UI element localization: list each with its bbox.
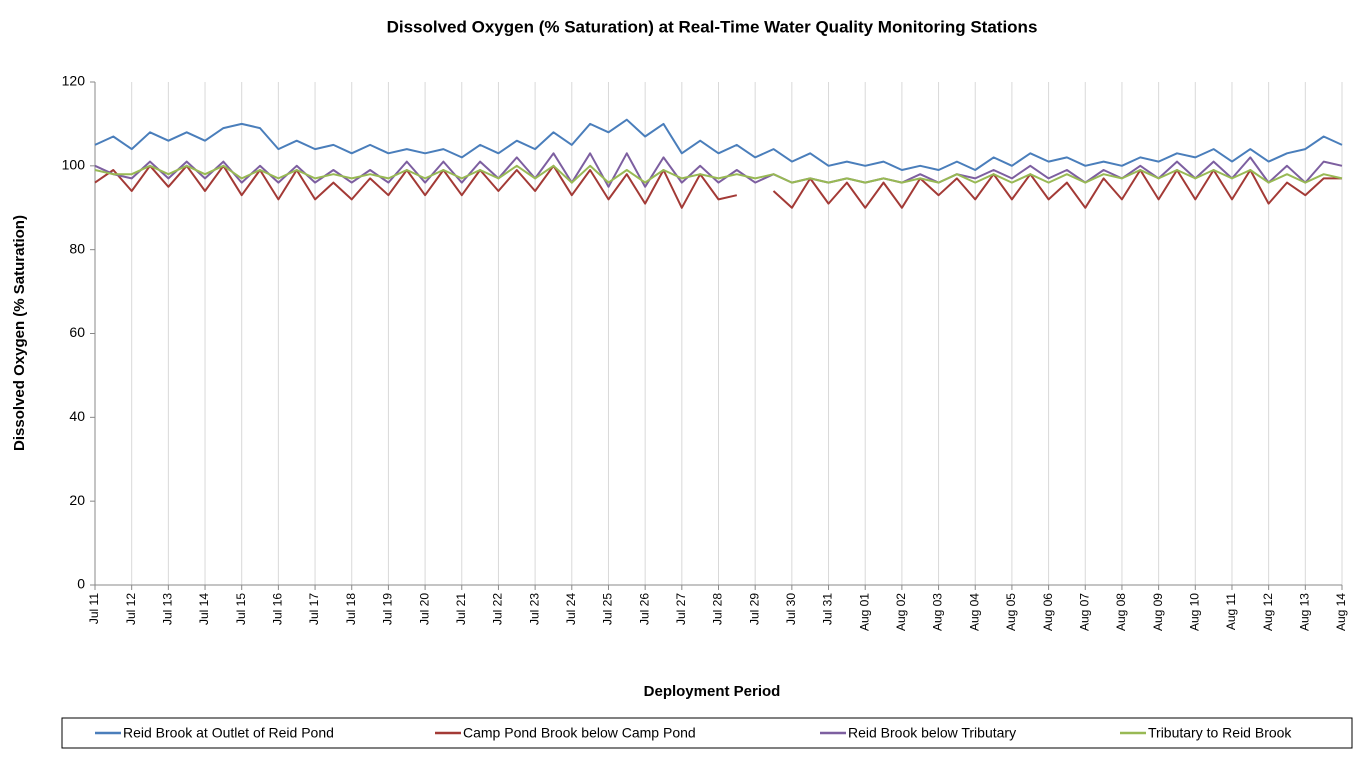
x-tick-label: Aug 12 [1261, 593, 1275, 631]
y-tick-label: 40 [69, 408, 85, 424]
x-axis-title: Deployment Period [644, 683, 781, 700]
x-tick-label: Jul 29 [747, 593, 761, 625]
x-tick-label: Jul 26 [637, 593, 651, 625]
x-tick-label: Aug 05 [1004, 593, 1018, 631]
x-tick-label: Aug 04 [967, 593, 981, 631]
y-tick-label: 20 [69, 492, 85, 508]
legend-box [61, 717, 1353, 749]
x-tick-label: Jul 14 [197, 593, 211, 625]
x-tick-label: Jul 16 [271, 593, 285, 625]
x-tick-label: Jul 25 [601, 593, 615, 625]
x-tick-label: Jul 13 [161, 593, 175, 625]
series-line [94, 118, 1343, 171]
x-tick-label: Aug 03 [931, 593, 945, 631]
legend-label: Tributary to Reid Brook [1148, 725, 1292, 741]
x-tick-label: Aug 13 [1297, 593, 1311, 631]
x-tick-label: Jul 18 [344, 593, 358, 625]
x-tick-label: Jul 15 [234, 593, 248, 625]
x-tick-label: Aug 02 [894, 593, 908, 631]
x-tick-label: Aug 14 [1334, 593, 1348, 631]
x-tick-label: Aug 09 [1151, 593, 1165, 631]
x-tick-label: Jul 11 [87, 593, 101, 624]
series-line [94, 152, 1343, 188]
y-tick-label: 0 [77, 576, 85, 592]
x-tick-label: Aug 07 [1077, 593, 1091, 631]
y-tick-label: 100 [62, 157, 86, 173]
x-tick-label: Jul 21 [454, 593, 468, 625]
series-line [94, 164, 1342, 209]
x-tick-label: Jul 12 [124, 593, 138, 625]
y-tick-label: 80 [69, 240, 85, 256]
legend-label: Reid Brook below Tributary [848, 725, 1016, 741]
x-tick-label: Jul 22 [491, 593, 505, 625]
x-tick-label: Jul 31 [821, 593, 835, 625]
legend-label: Camp Pond Brook below Camp Pond [463, 725, 696, 741]
series-line [94, 164, 1343, 184]
y-tick-label: 120 [62, 73, 86, 89]
x-tick-label: Jul 24 [564, 593, 578, 625]
x-tick-label: Aug 11 [1224, 593, 1238, 630]
x-tick-label: Jul 20 [417, 593, 431, 625]
chart-title: Dissolved Oxygen (% Saturation) at Real-… [387, 17, 1038, 36]
x-tick-label: Jul 17 [307, 593, 321, 625]
x-tick-label: Jul 19 [381, 593, 395, 625]
x-tick-label: Jul 28 [711, 593, 725, 625]
x-tick-label: Jul 23 [527, 593, 541, 625]
x-tick-label: Aug 06 [1041, 593, 1055, 631]
x-tick-label: Aug 08 [1114, 593, 1128, 631]
x-tick-label: Jul 27 [674, 593, 688, 625]
y-tick-label: 60 [69, 324, 85, 340]
legend-label: Reid Brook at Outlet of Reid Pond [123, 725, 334, 741]
y-axis-title: Dissolved Oxygen (% Saturation) [11, 215, 28, 451]
x-tick-label: Aug 10 [1187, 593, 1201, 631]
x-tick-label: Jul 30 [784, 593, 798, 625]
x-tick-label: Aug 01 [857, 593, 871, 631]
